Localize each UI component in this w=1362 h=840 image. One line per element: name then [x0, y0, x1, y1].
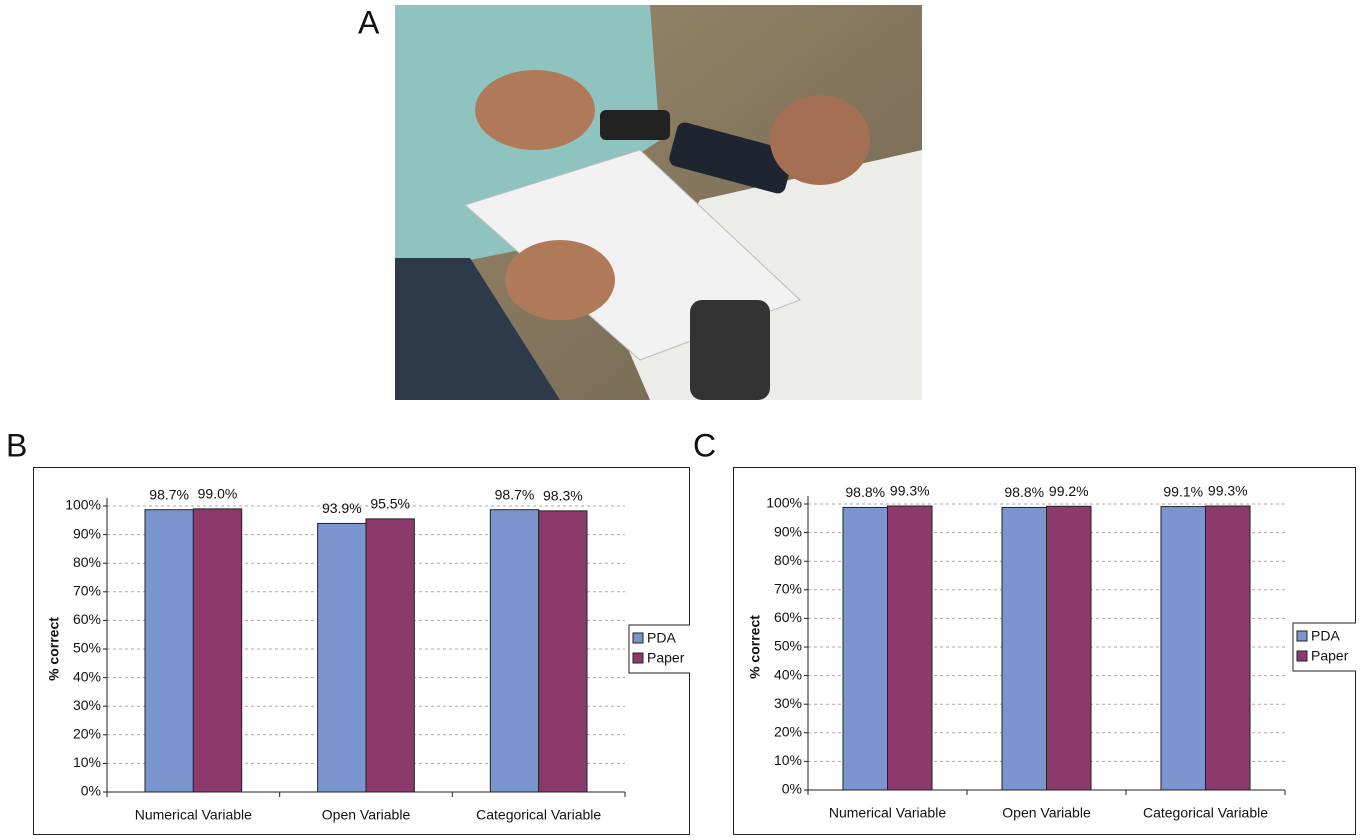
y-tick-label: 30%: [73, 697, 101, 713]
bar: [1161, 507, 1206, 790]
value-label: 98.8%: [1004, 484, 1044, 500]
y-tick-label: 30%: [774, 695, 802, 711]
legend-swatch: [633, 633, 643, 643]
bar: [1047, 506, 1092, 790]
value-label: 98.7%: [149, 486, 189, 502]
y-tick-label: 70%: [73, 583, 101, 599]
legend-label: PDA: [647, 630, 676, 646]
y-tick-label: 90%: [774, 523, 802, 539]
bar: [539, 511, 587, 792]
panel-label: C: [693, 427, 716, 463]
y-axis-label: % correct: [46, 617, 62, 681]
x-tick-label: Numerical Variable: [135, 807, 252, 823]
photo: [395, 5, 922, 400]
y-tick-label: 40%: [73, 668, 101, 684]
y-tick-label: 60%: [774, 609, 802, 625]
x-tick-label: Numerical Variable: [829, 805, 946, 821]
y-tick-label: 10%: [73, 754, 101, 770]
bar: [366, 519, 414, 792]
bar: [193, 509, 241, 792]
value-label: 95.5%: [370, 496, 410, 512]
value-label: 99.3%: [1208, 483, 1248, 499]
x-tick-label: Categorical Variable: [476, 807, 601, 823]
value-label: 99.3%: [890, 483, 930, 499]
legend-swatch: [1297, 651, 1307, 661]
value-label: 93.9%: [322, 500, 362, 516]
value-label: 98.7%: [495, 486, 535, 502]
bar: [888, 506, 933, 790]
y-tick-label: 70%: [774, 581, 802, 597]
bar: [145, 510, 193, 792]
y-tick-label: 50%: [73, 640, 101, 656]
y-tick-label: 80%: [73, 554, 101, 570]
y-tick-label: 100%: [65, 497, 101, 513]
value-label: 98.3%: [543, 488, 583, 504]
y-tick-label: 60%: [73, 611, 101, 627]
panel-label: A: [358, 4, 380, 40]
x-tick-label: Categorical Variable: [1143, 805, 1268, 821]
value-label: 98.8%: [845, 484, 885, 500]
bar: [318, 523, 366, 792]
legend-label: Paper: [647, 650, 685, 666]
value-label: 99.2%: [1049, 483, 1089, 499]
y-tick-label: 50%: [774, 638, 802, 654]
figure: A B C 0% 10% 20% 30% 40% 50% 60% 70% 80% 90% 100%%…: [0, 0, 1362, 835]
y-tick-label: 20%: [774, 724, 802, 740]
y-tick-label: 40%: [774, 666, 802, 682]
legend-swatch: [633, 653, 643, 663]
bar: [1206, 506, 1251, 790]
y-tick-label: 0%: [81, 783, 101, 799]
y-tick-label: 90%: [73, 525, 101, 541]
bar: [843, 507, 888, 790]
y-tick-label: 100%: [766, 495, 802, 511]
y-axis-label: % correct: [747, 615, 763, 679]
y-tick-label: 10%: [774, 752, 802, 768]
legend-label: PDA: [1311, 628, 1340, 644]
panel-label: B: [6, 427, 27, 463]
x-tick-label: Open Variable: [1002, 805, 1091, 821]
y-tick-label: 80%: [774, 552, 802, 568]
bar: [1002, 507, 1047, 790]
y-tick-label: 0%: [782, 781, 802, 797]
value-label: 99.1%: [1163, 483, 1203, 499]
legend-label: Paper: [1311, 648, 1349, 664]
bar: [490, 510, 538, 792]
chart: 0% 10% 20% 30% 40% 50% 60% 70% 80% 90% 100% % corre…: [734, 468, 1362, 835]
x-tick-label: Open Variable: [322, 807, 411, 823]
y-tick-label: 20%: [73, 726, 101, 742]
value-label: 99.0%: [198, 486, 238, 502]
legend-swatch: [1297, 631, 1307, 641]
chart: 0% 10% 20% 30% 40% 50% 60% 70% 80% 90% 100% % corre…: [34, 468, 710, 835]
